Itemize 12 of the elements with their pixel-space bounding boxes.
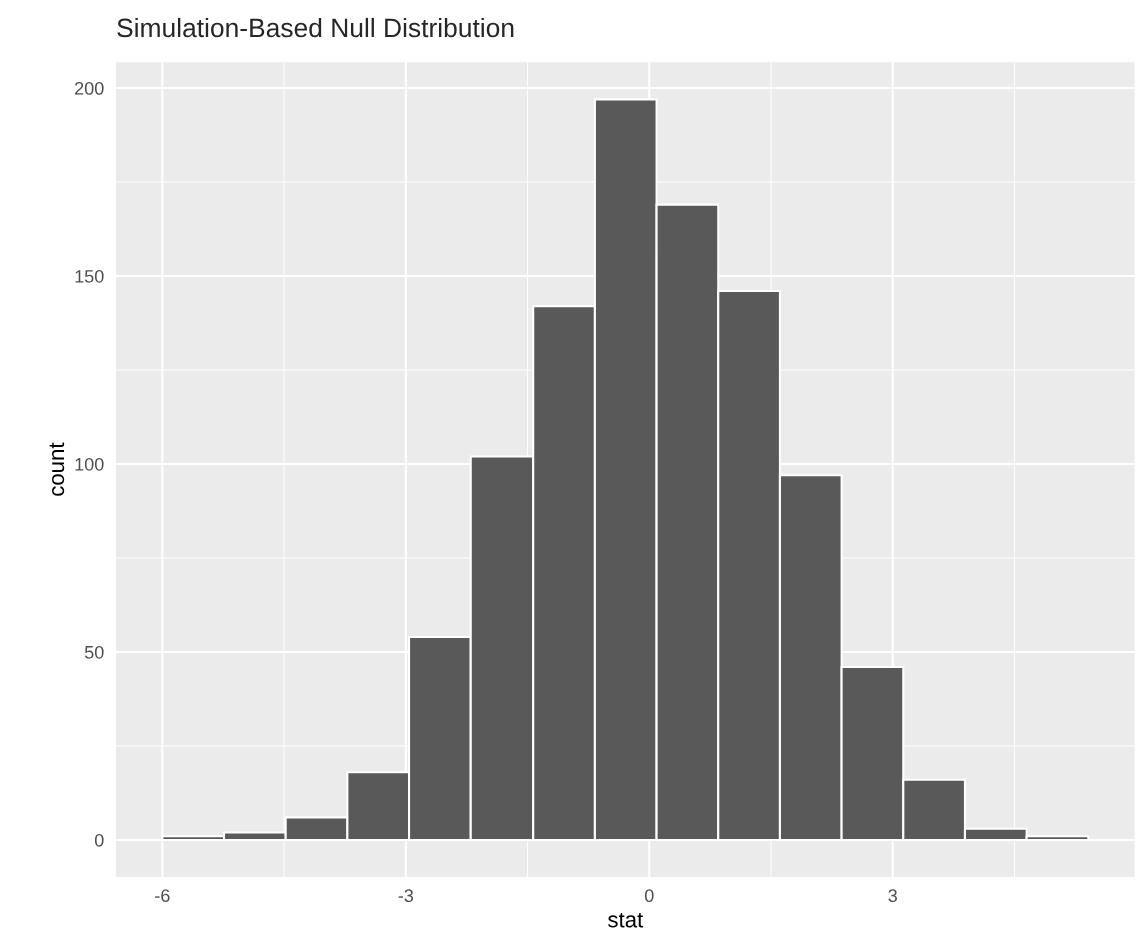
x-axis-title: stat	[608, 912, 644, 928]
x-tick-label: 3	[888, 889, 897, 903]
y-tick-label: 200	[75, 81, 104, 95]
x-tick-label: -3	[398, 889, 414, 903]
y-tick-label: 50	[84, 645, 104, 659]
y-tick-label: 100	[75, 457, 104, 471]
y-axis-title: count	[49, 442, 65, 496]
x-tick-label: -6	[155, 889, 170, 903]
chart-title: Simulation-Based Null Distribution	[117, 17, 514, 38]
y-tick-label: 0	[94, 833, 104, 847]
x-tick-label: 0	[644, 889, 654, 903]
y-tick-label: 150	[75, 269, 104, 283]
